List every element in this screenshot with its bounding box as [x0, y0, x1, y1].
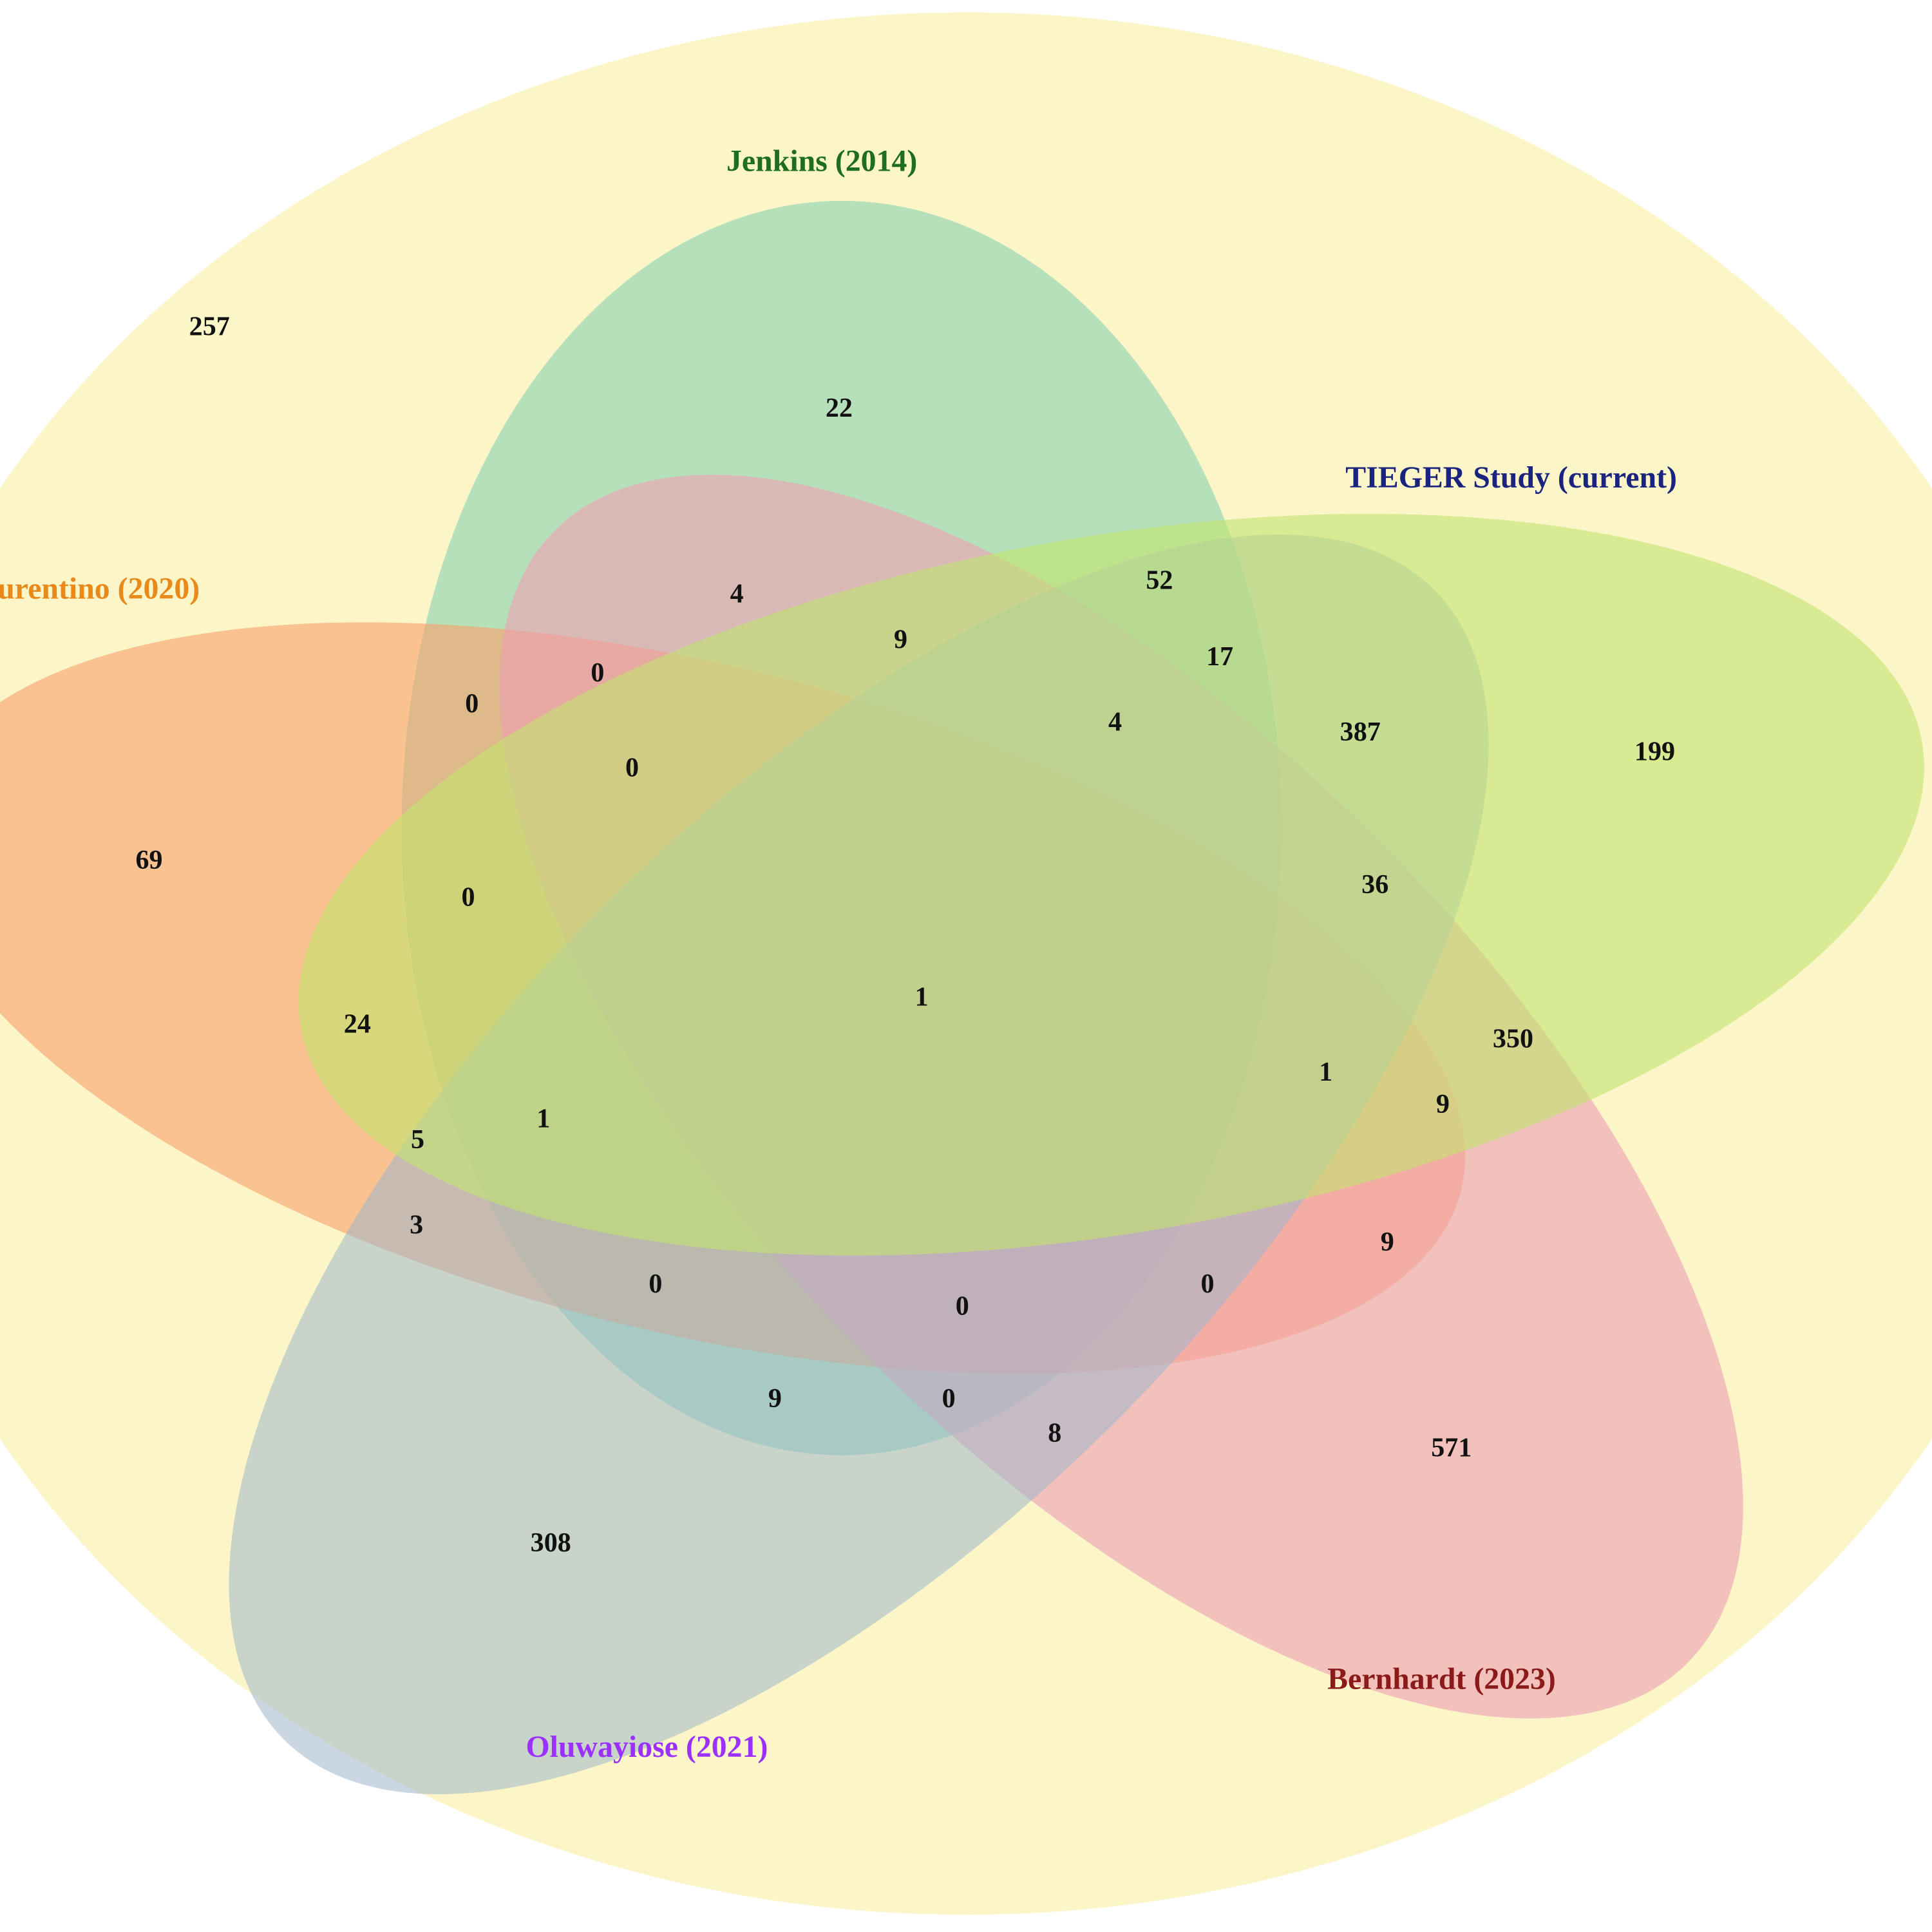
region-count: 350: [1493, 1023, 1533, 1054]
region-count: 9: [768, 1383, 782, 1414]
set-tieger: [298, 513, 1924, 1256]
region-count: 0: [591, 658, 604, 688]
set-label: Oluwayiose (2021): [526, 1730, 768, 1764]
region-count: 22: [826, 393, 853, 423]
region-count: 0: [625, 752, 639, 782]
set-label: Jenkins (2014): [726, 144, 917, 178]
region-count: 3: [410, 1209, 423, 1240]
region-count: 0: [1200, 1269, 1214, 1299]
region-count: 4: [730, 579, 744, 609]
set-label: TIEGER Study (current): [1345, 460, 1677, 495]
region-count: 17: [1206, 641, 1233, 672]
region-count: 0: [649, 1269, 662, 1299]
region-count: 9: [1436, 1089, 1450, 1119]
region-count: 0: [462, 882, 475, 912]
region-count: 8: [1048, 1418, 1061, 1448]
region-count: 257: [189, 311, 230, 341]
region-count: 1: [915, 981, 929, 1012]
region-count: 0: [956, 1291, 969, 1321]
region-count: 0: [465, 688, 478, 719]
region-count: 52: [1146, 565, 1173, 596]
region-count: 199: [1634, 737, 1675, 767]
set-label: urentino (2020): [0, 571, 200, 605]
region-count: 387: [1340, 717, 1381, 747]
region-count: 9: [894, 624, 907, 654]
region-count: 36: [1361, 869, 1388, 900]
region-count: 24: [344, 1009, 371, 1039]
region-count: 9: [1381, 1227, 1394, 1257]
set-label: Bernhardt (2023): [1327, 1662, 1556, 1696]
region-count: 571: [1431, 1433, 1472, 1463]
region-count: 4: [1108, 707, 1122, 737]
region-count: 1: [1319, 1057, 1332, 1087]
region-counts: 257 22 52 4 9 17 0 0 4 387 199 0 69 36 0 1 24 350 1 9 1 5 3 9 0 0…: [135, 311, 1675, 1557]
region-count: 69: [135, 845, 162, 875]
region-count: 0: [942, 1383, 956, 1414]
region-count: 308: [531, 1528, 571, 1558]
region-count: 1: [536, 1104, 550, 1134]
region-count: 5: [411, 1124, 424, 1155]
